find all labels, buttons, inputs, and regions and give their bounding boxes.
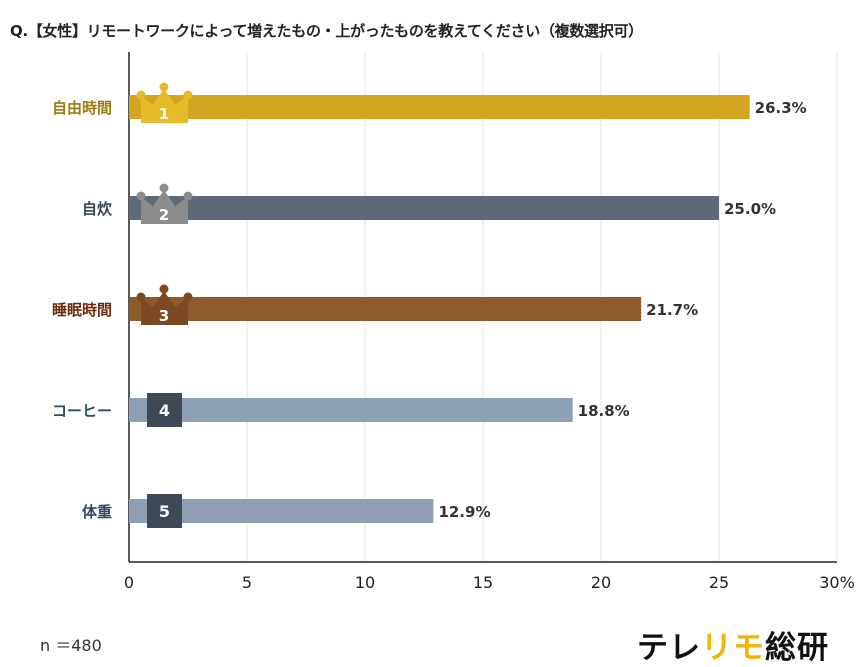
category-label: コーヒー (52, 402, 112, 420)
rank-badge (147, 393, 182, 427)
x-tick-label: 20 (591, 573, 611, 592)
crown-icon (141, 291, 188, 325)
crown-icon (141, 190, 188, 224)
rank-number: 5 (159, 502, 170, 521)
chart-title: Q.【女性】リモートワークによって増えたもの・上がったものを教えてください（複数… (10, 22, 643, 40)
logo-part: 総研 (765, 630, 829, 666)
value-label: 25.0% (724, 200, 776, 218)
rank-number: 2 (159, 206, 169, 224)
crown-icon-jewel (159, 284, 169, 294)
crown-icon-jewel (183, 90, 193, 100)
value-label: 18.8% (578, 402, 630, 420)
crown-icon-jewel (183, 292, 193, 302)
rank-number: 4 (159, 401, 170, 420)
crown-icon-jewel (183, 191, 193, 201)
brand-logo: テレリモ総研 (637, 622, 829, 667)
crown-icon (141, 89, 188, 123)
rank-badge (147, 494, 182, 528)
x-tick-label: 15 (473, 573, 493, 592)
rank-number: 3 (159, 307, 169, 325)
category-label: 自炊 (82, 200, 113, 218)
bar (129, 196, 719, 220)
value-label: 12.9% (438, 503, 490, 521)
rank-number: 1 (159, 105, 169, 123)
x-tick-label: 25 (709, 573, 729, 592)
logo-part: テレ (637, 630, 701, 666)
x-tick-label: 0 (124, 573, 134, 592)
crown-icon-jewel (136, 292, 146, 302)
value-label: 26.3% (755, 99, 807, 117)
bar (129, 297, 642, 321)
x-tick-label: 5 (242, 573, 252, 592)
value-label: 21.7% (646, 301, 698, 319)
category-label: 体重 (82, 503, 112, 521)
category-label: 自由時間 (52, 99, 112, 117)
logo-part-highlight: リモ (701, 630, 765, 666)
crown-icon-jewel (159, 82, 169, 92)
x-tick-label: 10 (355, 573, 375, 592)
bar (129, 398, 573, 422)
sample-size-note: n ＝480 (40, 636, 102, 655)
crown-icon-jewel (136, 90, 146, 100)
bar (129, 95, 750, 119)
crown-icon-jewel (159, 183, 169, 193)
crown-icon-jewel (136, 191, 146, 201)
category-label: 睡眠時間 (52, 301, 112, 319)
x-tick-label: 30% (819, 573, 855, 592)
